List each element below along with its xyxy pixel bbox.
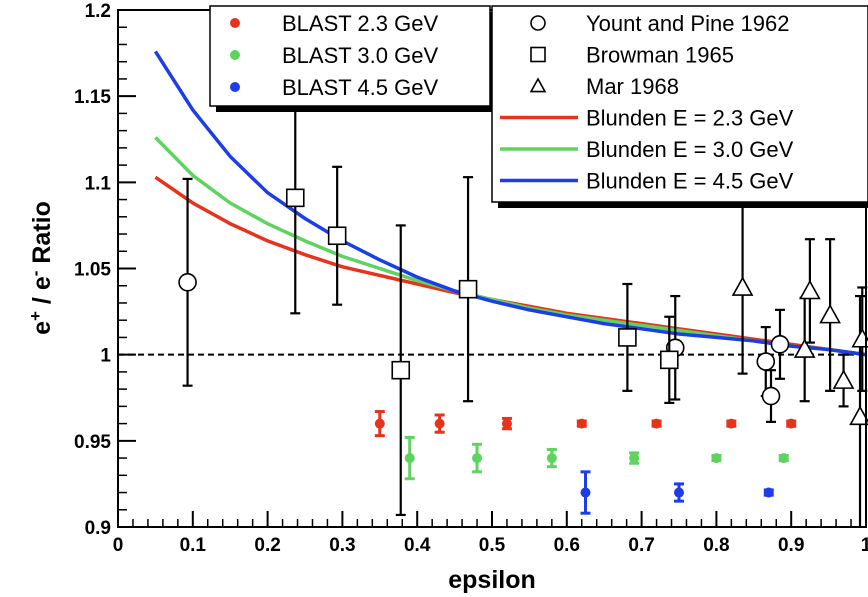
legend-entry-label: BLAST 4.5 GeV — [282, 75, 438, 100]
y-axis-label: e+ / e- Ratio — [26, 201, 57, 335]
data-point — [434, 418, 445, 429]
theory-curves-group — [153, 50, 866, 357]
data-point — [756, 352, 776, 371]
data-point — [230, 82, 240, 92]
y-tick-label: 0.9 — [85, 518, 111, 539]
data-point — [849, 405, 868, 426]
legend-entry-label: Browman 1965 — [586, 43, 734, 68]
x-tick-label: 0.8 — [703, 535, 729, 556]
x-tick-label: 0.2 — [254, 535, 280, 556]
data-point — [501, 418, 512, 429]
data-point — [530, 46, 546, 63]
data-point — [819, 303, 841, 324]
legend-entry-label: Blunden E = 3.0 GeV — [586, 137, 794, 162]
data-point — [763, 487, 774, 498]
data-point — [761, 386, 781, 406]
data-point — [659, 350, 679, 370]
legend-entry-label: Yount and Pine 1962 — [586, 11, 790, 36]
x-tick-label: 0.4 — [404, 535, 431, 556]
tick-labels-group: 0 0.1 0.2 0.3 0.4 0.5 0.6 0.7 0.8 0.9 1 0.9 0.95 1 1.0… — [74, 1, 868, 556]
x-tick-label: 0.5 — [479, 535, 506, 556]
data-point — [799, 279, 821, 300]
y-tick-label: 1 — [100, 346, 111, 367]
data-point — [529, 77, 547, 93]
legend-entry-label: Blunden E = 4.5 GeV — [586, 169, 794, 194]
x-tick-label: 0.1 — [180, 535, 207, 556]
data-point — [230, 18, 240, 28]
data-point — [546, 453, 557, 464]
theory-curve — [153, 50, 866, 357]
x-tick-label: 0.9 — [778, 535, 804, 556]
legend-right: Yount and Pine 1962 Browman 1965 Mar 1968 B… — [491, 5, 868, 208]
data-point — [726, 418, 737, 429]
data-point — [786, 418, 797, 429]
x-tick-label: 0.7 — [628, 535, 654, 556]
y-axis-label-part: Ratio — [28, 201, 56, 270]
data-point — [651, 418, 662, 429]
data-point — [770, 335, 790, 354]
data-point — [458, 279, 478, 299]
legend-right-box — [491, 5, 868, 203]
legend-entry-label: BLAST 3.0 GeV — [282, 43, 438, 68]
data-point — [178, 272, 197, 292]
data-point — [374, 418, 385, 429]
x-tick-label: 0.6 — [554, 535, 580, 556]
data-point — [285, 188, 305, 208]
y-tick-label: 1.15 — [74, 87, 111, 108]
legend-left: BLAST 2.3 GeV BLAST 3.0 GeV BLAST 4.5 GeV — [209, 5, 496, 112]
data-point — [629, 453, 640, 464]
data-point — [472, 453, 483, 464]
x-tick-label: 0.3 — [329, 535, 355, 556]
data-point — [576, 418, 587, 429]
y-tick-label: 1.05 — [74, 260, 111, 281]
data-point — [391, 360, 411, 380]
legend-entry-label: Mar 1968 — [586, 74, 679, 99]
y-axis-label-part: / e — [28, 276, 56, 311]
y-tick-label: 1.1 — [85, 173, 112, 194]
data-point — [530, 15, 546, 31]
data-point — [327, 226, 347, 246]
data-point — [731, 276, 754, 296]
y-tick-label: 1.2 — [85, 1, 111, 22]
x-tick-label: 1 — [861, 535, 868, 556]
data-point — [778, 453, 789, 464]
legend-entry-label: BLAST 2.3 GeV — [282, 11, 438, 36]
y-axis-label-part: e — [28, 321, 56, 335]
data-point — [711, 453, 722, 464]
data-points-group — [178, 81, 868, 527]
data-point — [618, 328, 637, 347]
x-tick-label: 0 — [113, 535, 124, 556]
legend-left-box — [209, 5, 491, 107]
tick-marks-group — [117, 9, 867, 528]
data-point — [580, 487, 591, 498]
x-axis-label: epsilon — [448, 566, 536, 594]
data-point — [674, 487, 684, 498]
y-axis-label-sup: + — [26, 311, 45, 321]
data-point — [230, 50, 240, 60]
data-point — [832, 369, 855, 389]
legend-entry-label: Blunden E = 2.3 GeV — [586, 106, 794, 131]
y-axis-label-sup: - — [26, 271, 45, 277]
data-point — [851, 328, 868, 348]
data-point — [404, 453, 415, 464]
data-point — [793, 338, 816, 358]
y-tick-label: 0.95 — [74, 432, 111, 453]
